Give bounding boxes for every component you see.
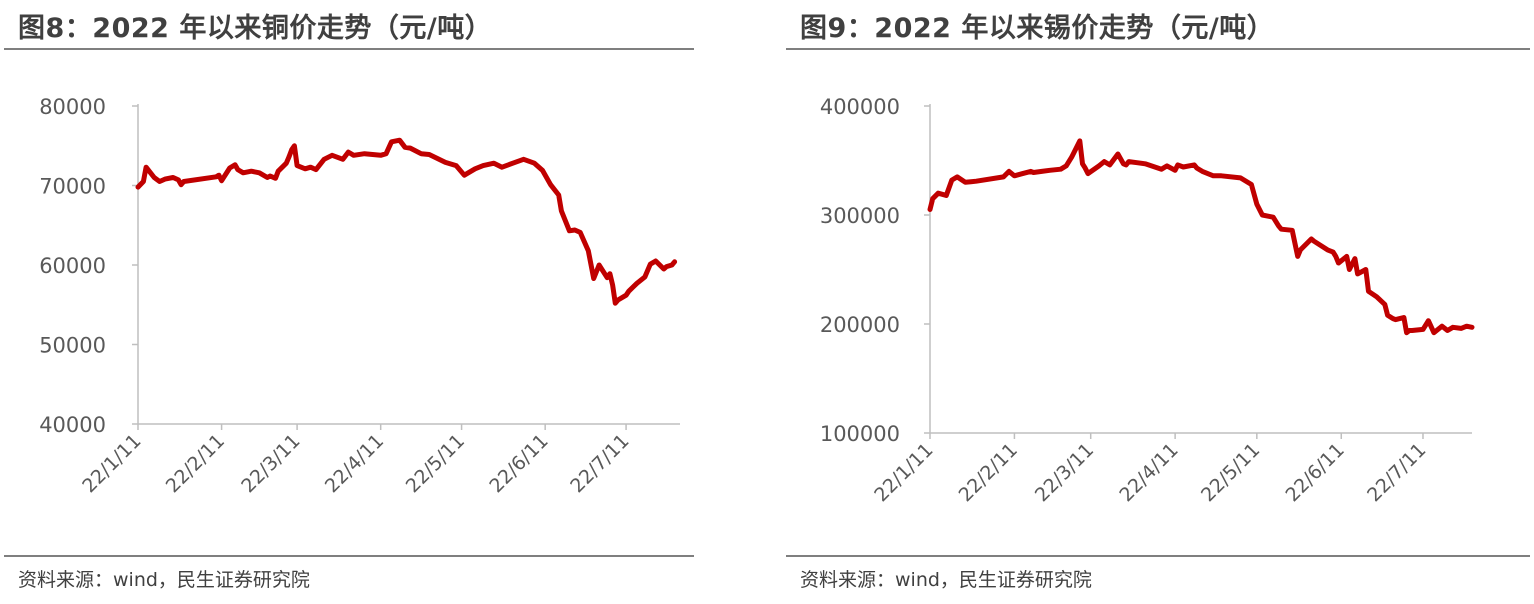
source-divider xyxy=(786,555,1530,557)
x-tick-label: 22/1/11 xyxy=(78,430,145,497)
y-tick-label: 60000 xyxy=(39,254,106,278)
price-series-line xyxy=(927,138,1475,336)
x-tick-label: 22/5/11 xyxy=(402,430,469,497)
y-tick-label: 50000 xyxy=(39,334,106,358)
x-tick-label: 22/6/11 xyxy=(485,430,552,497)
y-tick-label: 70000 xyxy=(39,175,106,199)
x-tick-label: 22/4/11 xyxy=(321,430,388,497)
x-tick-label: 22/7/11 xyxy=(1363,439,1430,506)
x-tick-label: 22/3/11 xyxy=(237,430,304,497)
x-tick-label: 22/7/11 xyxy=(566,430,633,497)
y-tick-label: 300000 xyxy=(820,204,900,228)
chart-title: 图8：2022 年以来铜价走势（元/吨） xyxy=(18,13,493,44)
x-tick-label: 22/1/11 xyxy=(870,439,937,506)
price-series-line xyxy=(135,137,678,306)
copper-chart-panel: 图8：2022 年以来铜价走势（元/吨） 40000 50000 60000 7000… xyxy=(4,0,694,604)
y-tick-label: 100000 xyxy=(820,422,900,446)
y-tick-label: 80000 xyxy=(39,95,106,119)
source-divider xyxy=(4,555,694,557)
title-divider xyxy=(4,48,694,50)
x-tick-label: 22/6/11 xyxy=(1281,439,1348,506)
y-tick-label: 40000 xyxy=(39,413,106,437)
x-tick-label: 22/3/11 xyxy=(1031,439,1098,506)
source-note: 资料来源：wind，民生证券研究院 xyxy=(18,569,310,591)
title-divider xyxy=(786,48,1530,50)
x-tick-label: 22/2/11 xyxy=(955,439,1022,506)
x-tick-label: 22/4/11 xyxy=(1115,439,1182,506)
tin-chart-panel: 图9：2022 年以来锡价走势（元/吨） 100000 200000 300000 4… xyxy=(786,0,1530,604)
chart-title: 图9：2022 年以来锡价走势（元/吨） xyxy=(800,13,1275,44)
source-note: 资料来源：wind，民生证券研究院 xyxy=(800,569,1092,591)
y-tick-label: 200000 xyxy=(820,313,900,337)
x-tick-label: 22/5/11 xyxy=(1197,439,1264,506)
x-tick-label: 22/2/11 xyxy=(162,430,229,497)
y-tick-label: 400000 xyxy=(820,95,900,119)
